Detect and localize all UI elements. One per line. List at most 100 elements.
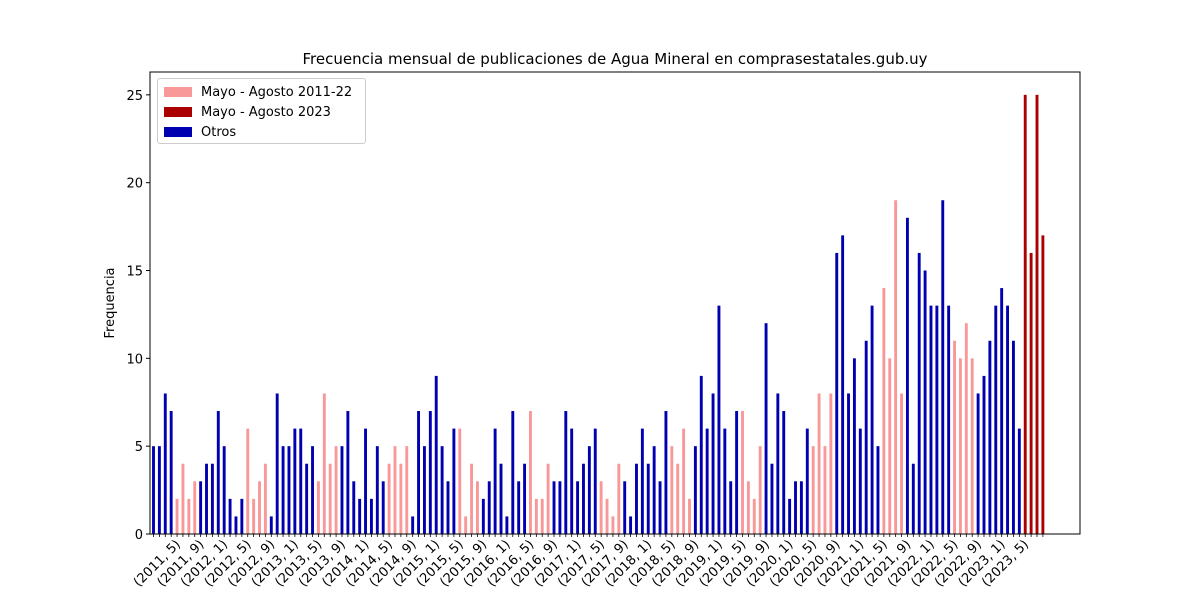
bar — [729, 481, 733, 534]
bar — [882, 288, 886, 534]
bar — [358, 498, 362, 534]
bars-group — [152, 94, 1045, 535]
bar — [499, 463, 503, 534]
bar — [605, 498, 609, 534]
bar — [658, 481, 662, 534]
bar — [299, 428, 303, 534]
legend-swatch-pink — [164, 87, 192, 97]
bar — [246, 428, 250, 534]
bar — [346, 411, 350, 534]
bar — [799, 481, 803, 534]
bar — [917, 252, 921, 534]
bar — [599, 481, 603, 534]
bar — [905, 217, 909, 535]
bar — [1023, 94, 1027, 534]
y-tick-label: 5 — [135, 440, 143, 455]
bar — [393, 446, 397, 534]
bar — [976, 393, 980, 534]
bar — [564, 411, 568, 534]
bar — [552, 481, 556, 534]
legend-item-mayo-agosto-2011-22: Mayo - Agosto 2011-22 — [164, 84, 352, 100]
bar — [640, 428, 644, 534]
bar — [811, 446, 815, 534]
bar — [900, 393, 903, 534]
bar — [240, 498, 244, 534]
bar — [770, 463, 774, 534]
bar — [281, 446, 285, 534]
bar — [964, 323, 968, 534]
bar — [717, 305, 721, 534]
bar — [953, 340, 956, 534]
bar — [652, 446, 656, 534]
legend-label: Mayo - Agosto 2023 — [201, 104, 331, 120]
bar — [1035, 94, 1039, 534]
bar — [888, 358, 892, 534]
bar — [252, 498, 256, 534]
bar — [481, 498, 485, 534]
bar — [623, 481, 627, 534]
bar — [670, 446, 674, 534]
bar — [847, 393, 850, 534]
bar — [529, 411, 532, 534]
bar — [1041, 235, 1045, 534]
bar — [794, 481, 797, 534]
bar — [805, 428, 809, 534]
bar — [817, 393, 821, 534]
bar — [328, 463, 332, 534]
bar — [293, 428, 297, 534]
bar — [452, 428, 456, 534]
bar — [864, 340, 868, 534]
y-tick-label: 15 — [126, 265, 143, 280]
bar — [210, 463, 214, 534]
bar — [375, 446, 379, 534]
bar — [369, 498, 373, 534]
bar — [470, 463, 474, 534]
bar — [852, 358, 856, 534]
bar — [746, 481, 750, 534]
x-axis-ticks: (2011, 5)(2011, 9)(2012, 1)(2012, 5)(201… — [131, 534, 1044, 590]
y-tick-label: 0 — [135, 528, 143, 543]
bar — [287, 446, 291, 534]
bar — [923, 270, 927, 534]
bar — [152, 446, 155, 534]
bar — [994, 305, 998, 534]
bar — [458, 428, 462, 534]
y-tick-label: 20 — [126, 177, 143, 192]
bar — [517, 481, 521, 534]
bar — [222, 446, 226, 534]
bar — [582, 463, 585, 534]
bar — [334, 446, 338, 534]
bar — [511, 411, 515, 534]
bar — [199, 481, 203, 534]
legend-swatch-blue — [164, 127, 192, 137]
bar — [682, 428, 686, 534]
bar — [870, 305, 874, 534]
bar — [664, 411, 668, 534]
bar — [422, 446, 426, 534]
bar — [617, 463, 621, 534]
bar — [593, 428, 597, 534]
chart-title: Frecuencia mensual de publicaciones de A… — [302, 50, 927, 68]
legend-swatch-darkred — [164, 107, 192, 117]
y-tick-label: 10 — [126, 352, 143, 367]
bar — [758, 446, 762, 534]
legend-item-otros: Otros — [164, 124, 236, 140]
bar — [181, 463, 185, 534]
bar — [440, 446, 444, 534]
bar — [711, 393, 715, 534]
bar — [352, 481, 356, 534]
bar — [546, 463, 550, 534]
bar — [157, 446, 161, 534]
bar — [587, 446, 591, 534]
legend-label: Otros — [201, 124, 237, 140]
y-tick-label: 25 — [126, 89, 143, 104]
bar — [970, 358, 974, 534]
bar — [364, 428, 367, 534]
bar — [446, 481, 450, 534]
bar — [487, 481, 491, 534]
bar — [764, 323, 768, 534]
y-axis-ticks: 0 5 10 15 20 25 — [126, 89, 150, 543]
chart-legend: Mayo - Agosto 2011-22 Mayo - Agosto 2023… — [157, 78, 366, 144]
bar — [434, 375, 438, 534]
